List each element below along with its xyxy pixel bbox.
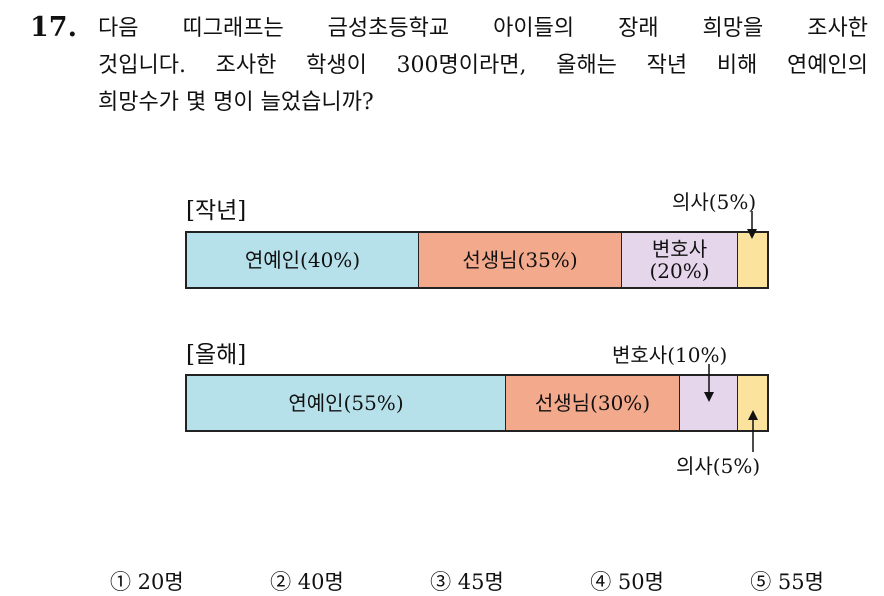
question-line-2: 것입니다. 조사한 학생이 300명이라면, 올해는 작년 비해 연예인의 [98, 53, 868, 78]
segment-label: 변호사 [651, 237, 708, 261]
segment-변호사: 변호사 (20%) [622, 233, 738, 287]
segment-label: 선생님(35%) [462, 248, 578, 272]
callout-doctor-this-year: 의사(5%) [676, 454, 761, 478]
arrow-down-icon [704, 364, 714, 402]
question-line-1: 다음 띠그래프는 금성초등학교 아이들의 장래 희망을 조사한 [98, 16, 868, 41]
callout-doctor-last-year: 의사(5%) [672, 190, 757, 214]
callout-lawyer-this-year: 변호사(10%) [612, 343, 728, 367]
segment-연예인: 연예인(55%) [187, 376, 506, 430]
segment-label: 연예인(40%) [244, 248, 361, 272]
arrow-down-icon [747, 211, 757, 239]
segment-선생님: 선생님(35%) [419, 233, 622, 287]
choice-2[interactable]: ② 40명 [270, 570, 344, 594]
segment-label: 연예인(55%) [288, 391, 404, 415]
strip-bar-this-year: 연예인(55%) 선생님(30%) [185, 374, 769, 432]
chart-title-last-year: [작년] [186, 198, 247, 224]
question-text: 다음 띠그래프는 금성초등학교 아이들의 장래 희망을 조사한 것입니다. 조사… [98, 10, 868, 121]
choice-4[interactable]: ④ 50명 [590, 570, 664, 594]
segment-의사 [738, 233, 767, 287]
choice-5[interactable]: ⑤ 55명 [750, 570, 824, 594]
segment-label: (20%) [649, 259, 710, 283]
question-number: 17. [30, 12, 77, 43]
choice-3[interactable]: ③ 45명 [430, 570, 504, 594]
chart-title-this-year: [올해] [186, 342, 247, 368]
question-line-3: 희망수가 몇 명이 늘었습니까? [98, 90, 374, 115]
arrow-up-icon [748, 410, 758, 452]
strip-bar-last-year: 연예인(40%) 선생님(35%) 변호사 (20%) [185, 231, 769, 289]
segment-선생님: 선생님(30%) [506, 376, 680, 430]
answer-choices: ① 20명 ② 40명 ③ 45명 ④ 50명 ⑤ 55명 [110, 566, 824, 596]
segment-label: 선생님(30%) [534, 391, 651, 415]
segment-연예인: 연예인(40%) [187, 233, 419, 287]
choice-1[interactable]: ① 20명 [110, 570, 184, 594]
